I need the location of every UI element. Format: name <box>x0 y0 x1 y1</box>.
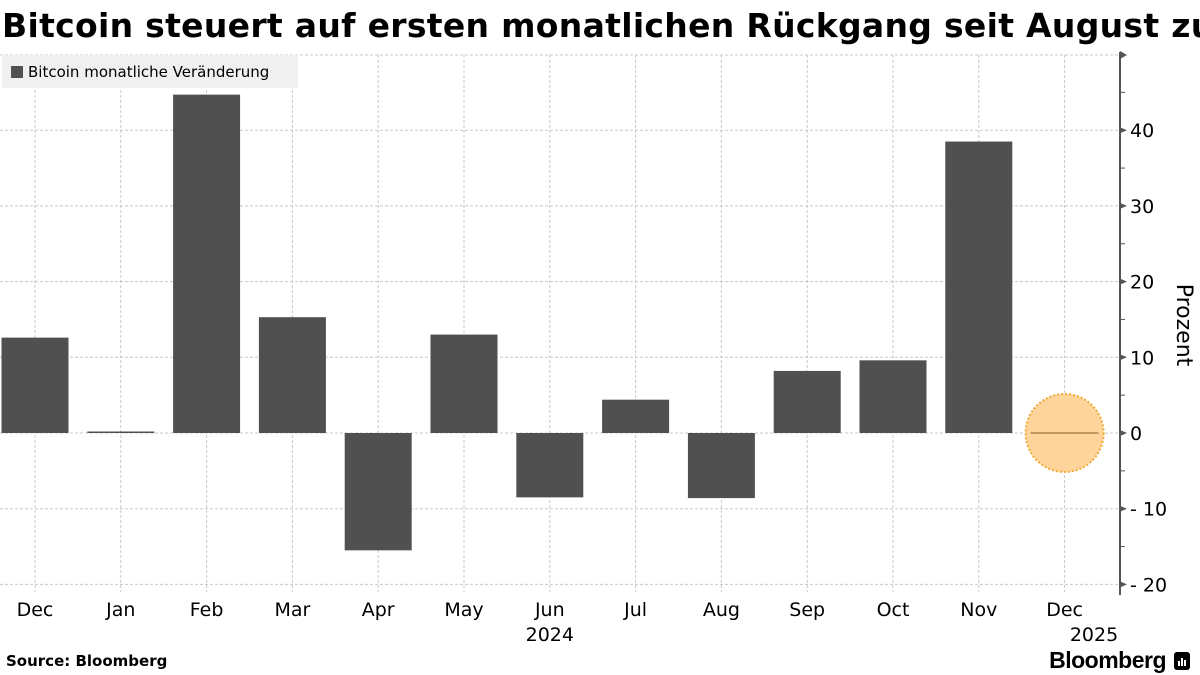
x-tick-label: Nov <box>960 599 997 621</box>
bloomberg-chart-icon <box>1174 651 1190 670</box>
legend-swatch-icon <box>11 65 23 78</box>
bar <box>430 334 498 433</box>
year-label: 2025 <box>1070 624 1118 646</box>
y-tick-label: - 10 <box>1130 499 1167 521</box>
bar <box>344 433 412 551</box>
y-tick-label: 0 <box>1130 423 1142 445</box>
bar <box>602 399 670 433</box>
bar <box>773 370 841 433</box>
x-axis-labels: Dec Jan Feb Mar Apr May Jun Jul Aug Sep Oct Nov Dec 2… <box>17 599 1119 646</box>
chart-title: Bitcoin steuert auf ersten monatlichen R… <box>2 6 1200 45</box>
bar <box>87 431 155 433</box>
legend-label: Bitcoin monatliche Veränderung <box>28 62 270 81</box>
x-tick-label: Aug <box>703 599 740 621</box>
x-tick-label: May <box>444 599 483 621</box>
x-tick-label: Dec <box>17 599 54 621</box>
x-tick-label: Feb <box>190 599 224 621</box>
x-tick-label: Jul <box>623 599 647 621</box>
bar <box>945 141 1013 433</box>
x-tick-label: Mar <box>274 599 310 621</box>
bar <box>516 433 584 498</box>
y-tick-label: 10 <box>1130 347 1154 369</box>
bar-series <box>1 94 1105 551</box>
bar <box>258 317 326 433</box>
y-axis-title: Prozent <box>1171 284 1196 367</box>
y-tick-label: 30 <box>1130 196 1154 218</box>
bar <box>173 94 241 433</box>
bar <box>859 360 927 433</box>
bloomberg-logo: Bloomberg <box>1049 647 1190 674</box>
y-tick-label: - 20 <box>1130 574 1167 596</box>
x-tick-label: Oct <box>877 599 910 621</box>
x-tick-label: Jun <box>534 599 565 621</box>
x-tick-label: Jan <box>105 599 135 621</box>
y-tick-label: 40 <box>1130 120 1154 142</box>
bar <box>687 433 755 499</box>
x-tick-label: Apr <box>362 599 395 621</box>
bar <box>1 337 69 433</box>
y-axis: - 20 - 10 0 10 20 30 40 <box>1119 51 1167 596</box>
brand-name: Bloomberg <box>1049 647 1166 673</box>
y-tick-label: 20 <box>1130 272 1154 294</box>
legend: Bitcoin monatliche Veränderung <box>2 55 298 88</box>
year-label: 2024 <box>526 624 574 646</box>
x-tick-label: Dec <box>1046 599 1083 621</box>
x-tick-label: Sep <box>789 599 825 621</box>
source-note: Source: Bloomberg <box>6 652 168 670</box>
